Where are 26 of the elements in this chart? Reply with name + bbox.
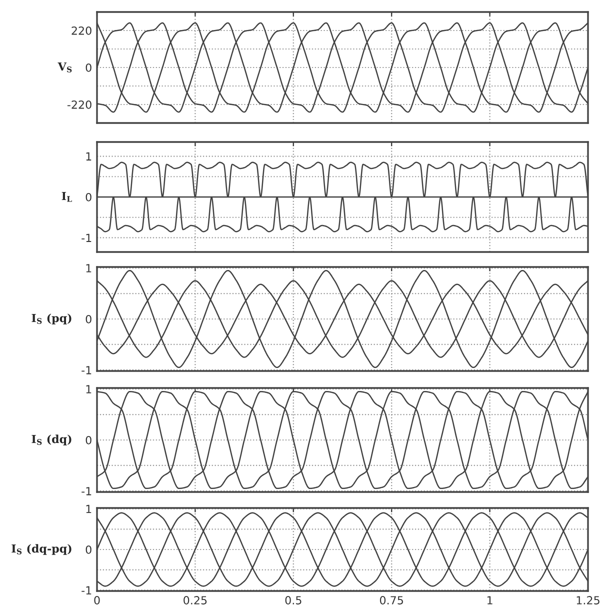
y-tick-label: 0 bbox=[86, 436, 92, 444]
y-axis-title: I$_{S}$ (dq-pq) bbox=[12, 544, 72, 555]
y-tick-label: 1 bbox=[86, 264, 92, 272]
x-tick-label: 0 bbox=[94, 596, 100, 604]
y-tick-label: 1 bbox=[86, 385, 92, 394]
x-tick-label: 1.25 bbox=[576, 596, 600, 604]
y-tick-label: 220 bbox=[72, 26, 92, 35]
y-tick-label: 1 bbox=[86, 152, 92, 160]
y-tick-label: 0 bbox=[86, 192, 92, 202]
y-tick-label: 0 bbox=[86, 545, 92, 554]
y-axis-title: I$_{S}$ (dq) bbox=[32, 434, 72, 446]
y-tick-label: -1 bbox=[82, 586, 92, 594]
x-tick-label: 0.75 bbox=[380, 596, 403, 604]
x-tick-label: 1 bbox=[487, 596, 492, 604]
y-tick-label: 0 bbox=[86, 63, 92, 72]
y-tick-label: -220 bbox=[67, 100, 92, 109]
y-axis-title: V$_{S}$ bbox=[58, 62, 72, 72]
y-tick-label: 0 bbox=[86, 314, 92, 324]
y-axis-title: I$_{L}$ bbox=[62, 192, 72, 202]
y-tick-label: -1 bbox=[82, 234, 92, 242]
x-tick-label: 0.5 bbox=[285, 596, 302, 604]
y-axis-title: I$_{S}$ (pq) bbox=[32, 314, 72, 324]
y-tick-label: -1 bbox=[82, 487, 92, 496]
y-tick-label: 1 bbox=[86, 504, 92, 514]
y-tick-label: -1 bbox=[82, 366, 92, 374]
x-tick-label: 0.25 bbox=[184, 596, 207, 604]
